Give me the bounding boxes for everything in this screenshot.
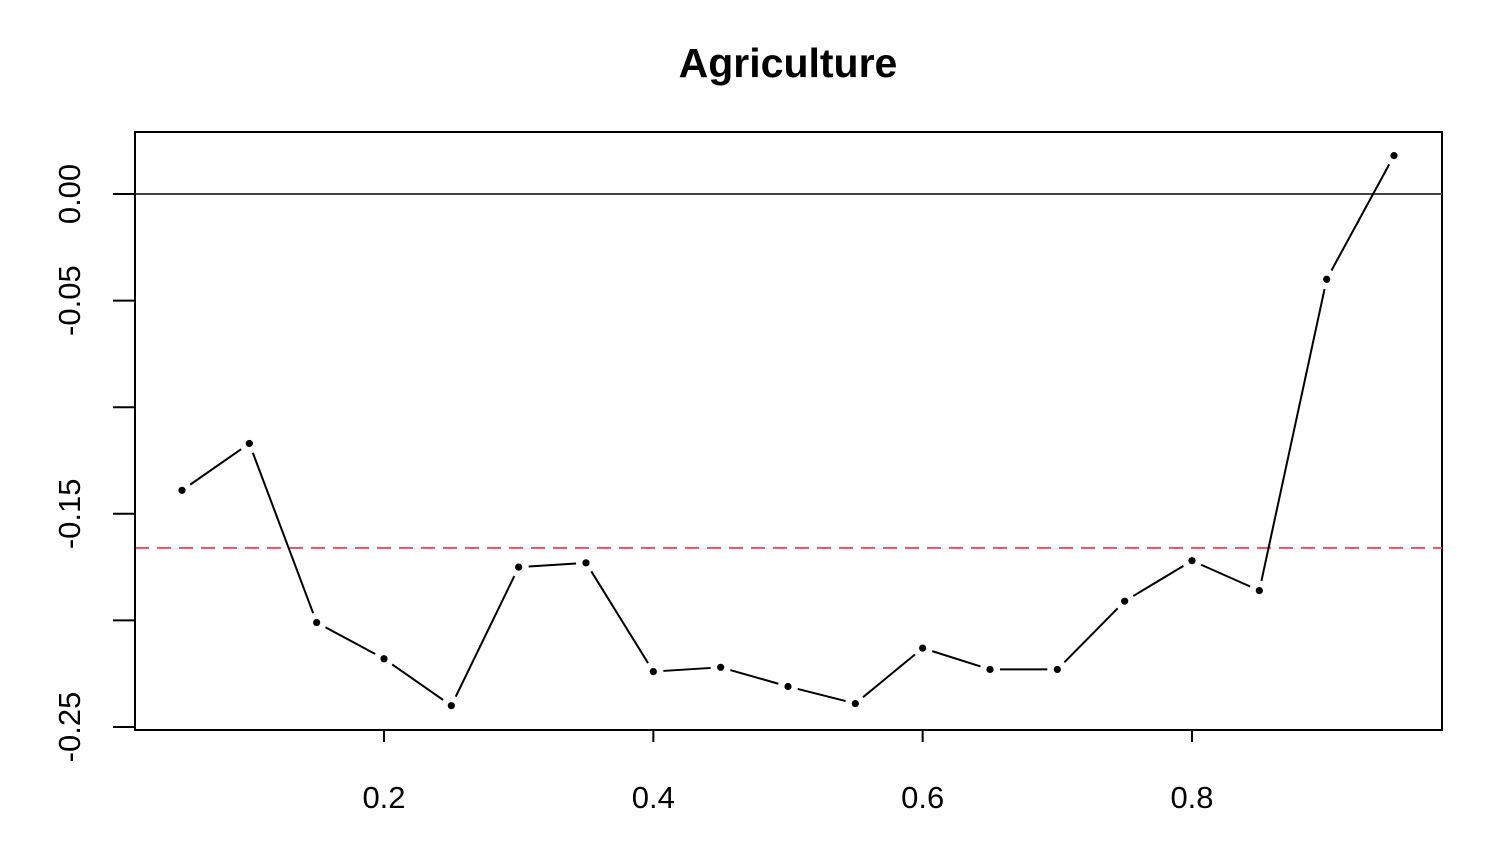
series-segment — [251, 452, 315, 614]
series-segment — [590, 570, 649, 664]
series-segment — [931, 650, 981, 668]
x-tick-label: 0.2 — [362, 780, 405, 815]
plot-frame — [134, 131, 1443, 731]
x-tick-label: 0.6 — [901, 780, 944, 815]
x-axis: 0.2 0.4 0.6 0.8 — [362, 729, 1214, 815]
y-tick-label: -0.05 — [52, 265, 87, 336]
data-point — [1323, 275, 1331, 283]
series-segment — [528, 562, 577, 568]
data-point — [1255, 586, 1263, 595]
series-segment — [391, 663, 444, 701]
y-tick-label: -0.25 — [52, 692, 87, 763]
data-point — [380, 655, 388, 663]
data-point — [515, 563, 523, 571]
data-point — [245, 439, 253, 448]
data-point — [649, 667, 657, 676]
data-point — [582, 559, 590, 567]
data-point — [717, 663, 725, 671]
data-point — [986, 665, 994, 674]
series-segment — [1200, 563, 1251, 588]
series-segment — [324, 626, 376, 655]
data-point — [447, 702, 455, 710]
y-axis: 0.00 -0.05 -0.15 -0.25 — [52, 164, 136, 763]
series-segment — [663, 666, 711, 672]
x-tick-label: 0.8 — [1170, 780, 1213, 815]
data-point — [1390, 152, 1398, 160]
x-tick-label: 0.4 — [632, 780, 675, 815]
series-segment — [1063, 607, 1119, 664]
chart-title: Agriculture — [678, 40, 898, 86]
series-segment — [189, 448, 242, 486]
series-segment — [797, 687, 846, 703]
data-point — [1188, 557, 1196, 565]
series-segment — [1132, 565, 1184, 597]
y-tick-label: 0.00 — [52, 164, 87, 224]
data-point — [784, 682, 792, 691]
series-segment — [862, 653, 916, 698]
reference-lines — [135, 193, 1442, 549]
data-point — [1053, 665, 1061, 674]
series-segment — [1330, 163, 1391, 271]
series-segment — [454, 575, 516, 698]
data-point — [178, 486, 186, 494]
data-point — [919, 644, 927, 652]
series-segment — [730, 669, 779, 685]
series-segment — [1260, 288, 1326, 581]
series-layer — [178, 152, 1398, 710]
data-point — [313, 618, 321, 627]
data-point — [851, 699, 859, 708]
data-point — [1121, 597, 1129, 605]
y-tick-label: -0.15 — [52, 478, 87, 549]
